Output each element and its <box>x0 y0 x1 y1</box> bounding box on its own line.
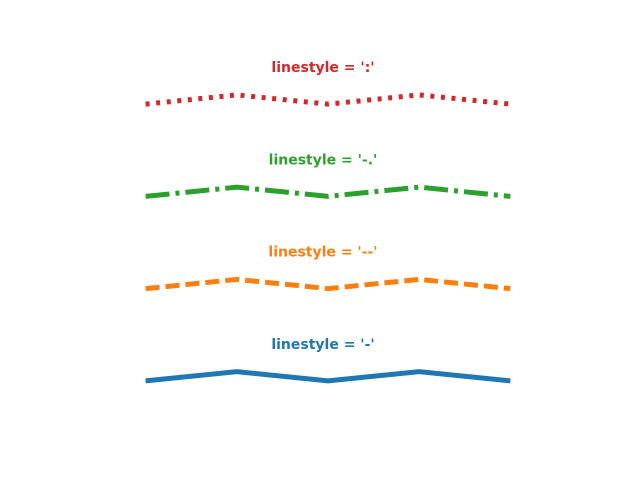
series-label-dashed: linestyle = '--' <box>268 245 377 261</box>
lines-layer <box>145 92 511 384</box>
series-label-solid: linestyle = '-' <box>271 337 374 353</box>
series-label-dashdot: linestyle = '-.' <box>269 152 378 168</box>
series-line-dashdot <box>145 184 511 199</box>
labels-layer: linestyle = '-' linestyle = '--' linestyle… <box>268 60 377 353</box>
series-line-dotted <box>145 92 511 107</box>
series-line-dashed <box>145 276 511 292</box>
series-line-solid <box>145 369 511 384</box>
series-label-dotted: linestyle = ':' <box>271 60 374 76</box>
